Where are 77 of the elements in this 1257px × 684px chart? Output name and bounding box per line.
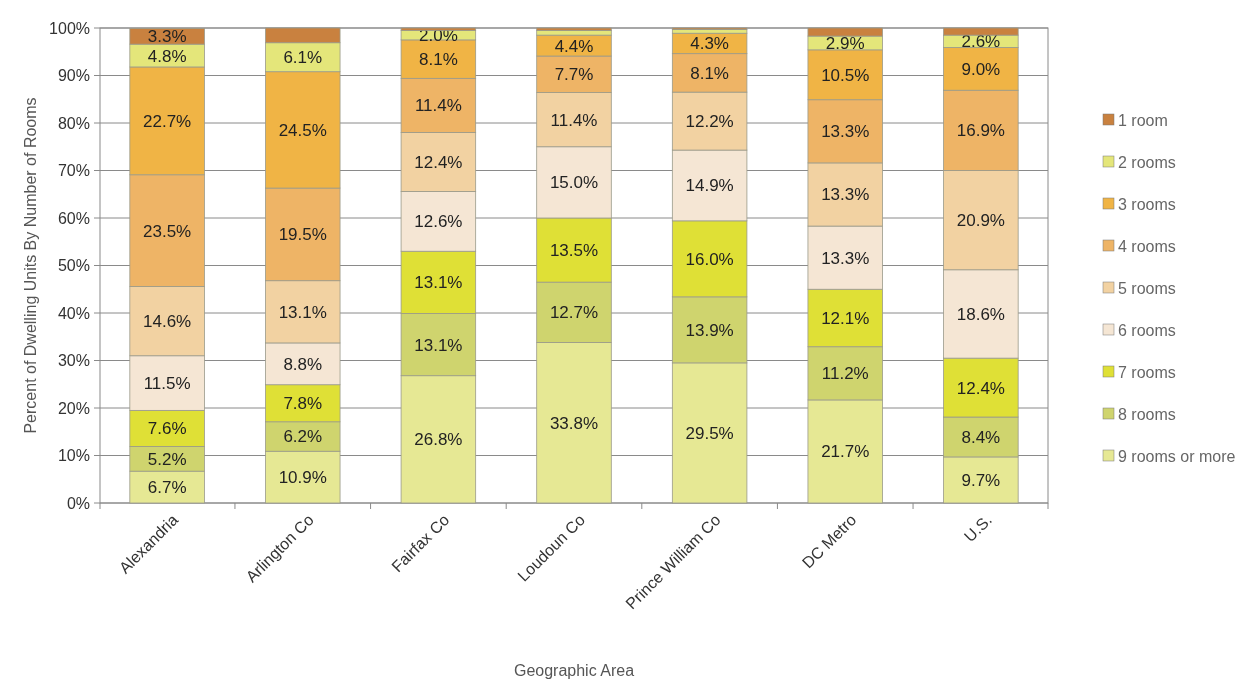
- data-label: 4.8%: [147, 46, 187, 66]
- data-label: 6.1%: [283, 48, 323, 68]
- legend-label: 2 rooms: [1118, 153, 1176, 171]
- data-label: 12.6%: [414, 212, 463, 232]
- data-label: 33.8%: [549, 413, 599, 433]
- data-label: 7.7%: [554, 65, 594, 85]
- y-tick-label: 50%: [57, 257, 90, 275]
- data-label: 4.3%: [690, 34, 729, 54]
- data-label: 19.5%: [278, 225, 327, 245]
- data-label: 13.1%: [414, 273, 463, 293]
- legend-label: 5 rooms: [1118, 279, 1176, 297]
- data-label: 20.9%: [956, 211, 1005, 231]
- data-label: 29.5%: [685, 423, 734, 443]
- data-label: 24.5%: [278, 120, 327, 140]
- data-label: 8.4%: [961, 427, 1001, 447]
- y-tick-label: 30%: [57, 352, 90, 370]
- y-tick-label: 100%: [49, 19, 90, 37]
- data-label: 4.4%: [554, 36, 594, 56]
- y-tick-label: 80%: [57, 114, 90, 132]
- y-tick-label: 10%: [57, 447, 90, 465]
- data-label: 11.2%: [821, 364, 869, 384]
- data-label: 16.0%: [685, 249, 734, 269]
- data-label: 5.2%: [147, 449, 187, 469]
- data-label: 23.5%: [143, 221, 192, 241]
- y-tick-label: 0%: [66, 494, 90, 512]
- data-label: 15.0%: [549, 173, 599, 193]
- data-label: 11.4%: [414, 96, 462, 116]
- data-label: 11.4%: [550, 110, 598, 130]
- data-label: 12.2%: [685, 112, 734, 132]
- data-label: 14.9%: [685, 176, 734, 196]
- data-label: 22.7%: [143, 111, 192, 131]
- data-label: 7.6%: [147, 419, 187, 439]
- data-label: 10.9%: [278, 468, 327, 488]
- y-tick-label: 60%: [57, 209, 90, 227]
- data-label: 8.1%: [419, 50, 458, 70]
- data-label: 3.3%: [147, 27, 187, 47]
- legend-label: 1 room: [1118, 111, 1168, 129]
- data-label: 13.1%: [278, 302, 327, 322]
- data-label: 12.7%: [549, 303, 599, 323]
- data-label: 21.7%: [821, 442, 870, 462]
- data-label: 13.3%: [821, 248, 870, 268]
- data-label: 26.8%: [414, 430, 463, 450]
- legend-label: 9 rooms or more: [1118, 447, 1236, 465]
- data-label: 2.9%: [825, 33, 865, 53]
- y-tick-label: 70%: [57, 162, 90, 180]
- legend-label: 7 rooms: [1118, 363, 1176, 381]
- data-label: 10.5%: [821, 65, 870, 85]
- data-label: 7.8%: [283, 394, 323, 414]
- data-label: 2.6%: [961, 32, 1001, 52]
- x-tick-label: U.S.: [960, 511, 995, 546]
- data-label: 6.2%: [283, 427, 323, 447]
- data-label: 9.0%: [961, 59, 1001, 79]
- data-label: 6.7%: [147, 478, 187, 498]
- y-axis-title: Percent of Dwelling Units By Number of Rooms: [21, 97, 39, 434]
- data-label: 12.1%: [821, 308, 870, 328]
- data-label: 8.8%: [283, 354, 323, 374]
- data-label: 12.4%: [414, 152, 463, 172]
- data-label: 14.6%: [143, 312, 192, 332]
- legend-label: 6 rooms: [1118, 321, 1176, 339]
- legend-label: 8 rooms: [1118, 405, 1176, 423]
- y-tick-label: 40%: [57, 304, 90, 322]
- data-label: 13.1%: [414, 335, 463, 355]
- data-label: 9.7%: [961, 470, 1001, 490]
- data-label: 13.3%: [821, 122, 870, 142]
- data-label: 12.4%: [956, 378, 1005, 398]
- data-label: 16.9%: [956, 121, 1005, 141]
- data-label: 13.9%: [685, 320, 734, 340]
- data-label: 18.6%: [956, 304, 1005, 324]
- y-tick-label: 90%: [57, 67, 90, 85]
- data-label: 13.3%: [821, 185, 870, 205]
- legend-label: 3 rooms: [1118, 195, 1176, 213]
- data-label: 13.5%: [549, 241, 599, 261]
- data-label: 11.5%: [143, 374, 191, 394]
- legend-label: 4 rooms: [1118, 237, 1176, 255]
- x-axis-title: Geographic Area: [513, 662, 635, 679]
- y-tick-label: 20%: [57, 399, 90, 417]
- data-label: 8.1%: [690, 63, 729, 83]
